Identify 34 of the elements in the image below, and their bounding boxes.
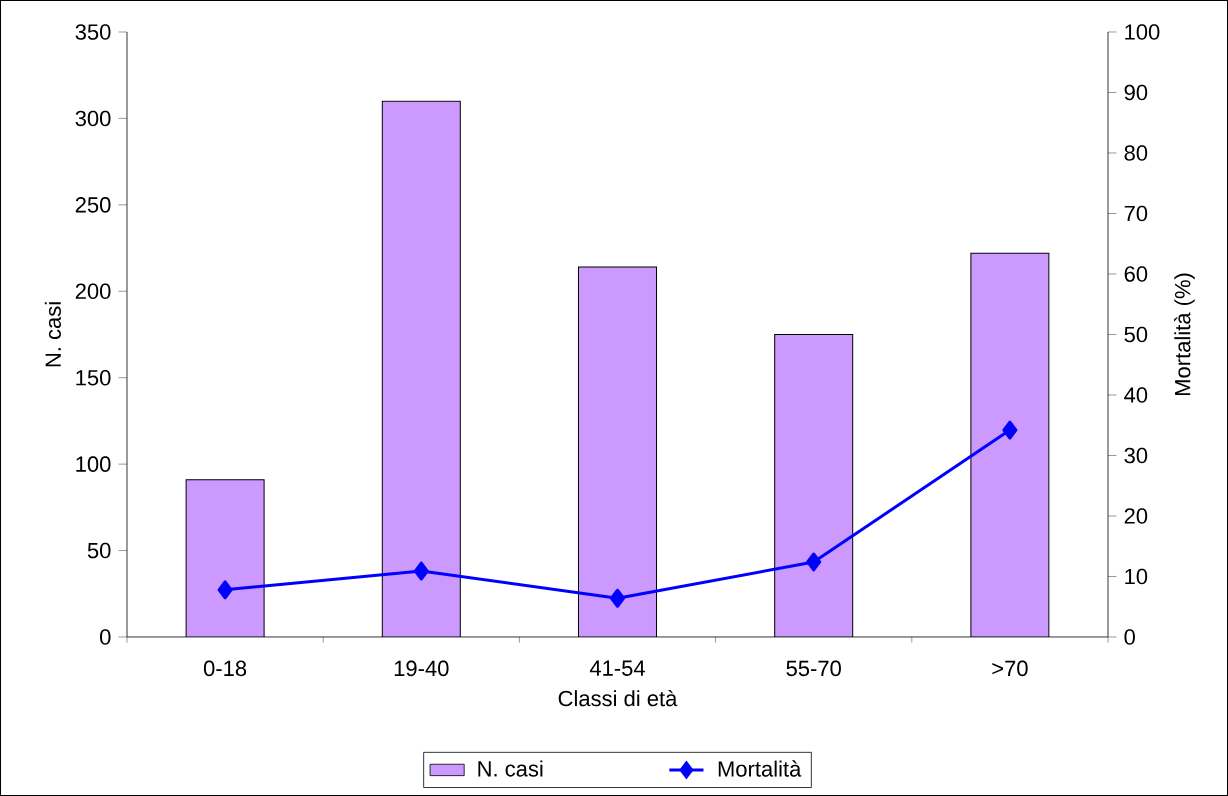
point bbox=[413, 561, 429, 581]
y2-tick-label: 10 bbox=[1125, 568, 1148, 585]
legend-label: Mortalità bbox=[718, 760, 802, 777]
y-tick-label: 300 bbox=[75, 110, 111, 127]
y2-tick-label: 40 bbox=[1124, 387, 1148, 403]
x-tick-label: 0-18 bbox=[203, 660, 247, 677]
y2-tick-label: 70 bbox=[1124, 205, 1148, 222]
y2-tick-label: 30 bbox=[1124, 447, 1148, 464]
point bbox=[806, 552, 822, 572]
y2-tick-label: 100 bbox=[1125, 24, 1160, 40]
y-tick-label: 150 bbox=[76, 369, 111, 386]
y-tick-label: 50 bbox=[87, 542, 111, 559]
y2-tick-label: 80 bbox=[1124, 145, 1148, 161]
point bbox=[610, 588, 625, 608]
y2-tick-label: 90 bbox=[1124, 84, 1148, 101]
y-tick-label: 100 bbox=[76, 456, 111, 472]
y-tick-label: 200 bbox=[75, 283, 111, 300]
legend-label: N. casi bbox=[478, 760, 543, 777]
x-tick-label: 55-70 bbox=[786, 660, 841, 677]
y2-axis-title: Mortalità (%) bbox=[1174, 273, 1195, 396]
y2-tick-label: 20 bbox=[1124, 508, 1148, 524]
y2-tick-label: 60 bbox=[1124, 266, 1148, 282]
y2-tick-label: 0 bbox=[1124, 629, 1135, 645]
x-tick-label: 41-54 bbox=[589, 660, 645, 676]
y-tick-label: 250 bbox=[75, 197, 111, 213]
x-tick-label: 19-40 bbox=[394, 660, 449, 677]
y2-tick-label: 50 bbox=[1124, 326, 1148, 343]
y-axis-title: N. casi bbox=[44, 302, 61, 367]
y-tick-label: 0 bbox=[100, 629, 111, 645]
y-tick-label: 350 bbox=[75, 24, 111, 40]
point bbox=[217, 580, 233, 600]
point bbox=[1002, 420, 1018, 440]
x-tick-label: >70 bbox=[992, 660, 1028, 677]
x-axis-title: Classi di età bbox=[558, 689, 678, 707]
